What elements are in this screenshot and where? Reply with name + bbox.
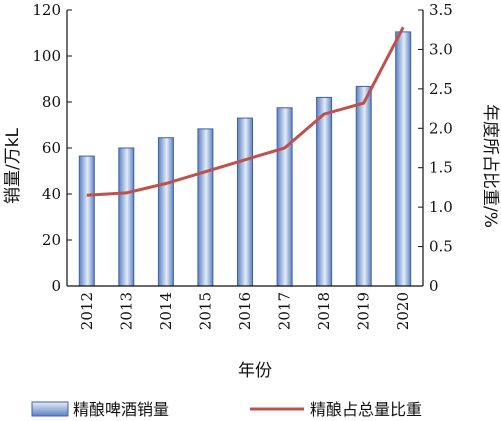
left-axis-ticks: 0 20 40 60 80 100 120 (32, 1, 72, 295)
left-tick-label: 20 (42, 231, 61, 249)
bar-2014 (157, 137, 174, 287)
bar-2016 (237, 117, 253, 287)
left-tick-label: 0 (51, 277, 61, 295)
right-tick-label: 2.0 (429, 119, 453, 137)
line-series-ratio (86, 26, 405, 197)
bar-2013 (118, 147, 135, 287)
x-tick-label: 2014 (157, 292, 175, 330)
bar-2020 (395, 31, 412, 287)
bar-2018 (316, 96, 333, 287)
legend: 精酿啤酒销量 精酿占总量比重 (31, 400, 422, 419)
legend-swatch-sales (31, 401, 69, 417)
x-tick-label: 2015 (196, 292, 214, 330)
bar-2015 (197, 128, 214, 287)
x-axis-title: 年份 (238, 361, 272, 381)
right-axis-title: 年度所占比重/% (480, 104, 500, 228)
x-tick-label: 2018 (315, 292, 333, 330)
right-tick-label: 3.0 (429, 40, 453, 58)
x-axis-ticks: 2012 2013 2014 2015 2016 2017 2018 2019 2020 (78, 292, 412, 330)
x-tick-label: 2012 (78, 292, 96, 330)
left-axis-title: 销量/万kL (3, 127, 23, 204)
x-tick-label: 2016 (236, 292, 254, 330)
left-tick-label: 60 (42, 139, 61, 157)
right-tick-label: 2.5 (429, 80, 453, 98)
bar-2019 (355, 85, 372, 287)
x-tick-label: 2017 (276, 292, 294, 330)
bar-2012 (78, 155, 95, 287)
right-axis-ticks: 0 0.5 1.0 1.5 2.0 2.5 3.0 3.5 (418, 1, 453, 295)
left-tick-label: 100 (32, 47, 61, 65)
bar-2017 (276, 107, 293, 287)
right-tick-label: 0 (429, 277, 439, 295)
right-tick-label: 1.0 (429, 198, 453, 216)
x-tick-label: 2019 (355, 292, 373, 330)
legend-label-ratio: 精酿占总量比重 (310, 400, 422, 419)
right-tick-label: 0.5 (429, 238, 453, 256)
legend-label-sales: 精酿啤酒销量 (73, 400, 169, 419)
left-tick-label: 40 (42, 185, 61, 203)
right-tick-label: 3.5 (429, 1, 453, 19)
x-tick-label: 2020 (394, 292, 412, 330)
left-tick-label: 120 (32, 1, 61, 19)
right-tick-label: 1.5 (429, 159, 453, 177)
x-tick-label: 2013 (117, 292, 135, 330)
left-tick-label: 80 (42, 93, 61, 111)
